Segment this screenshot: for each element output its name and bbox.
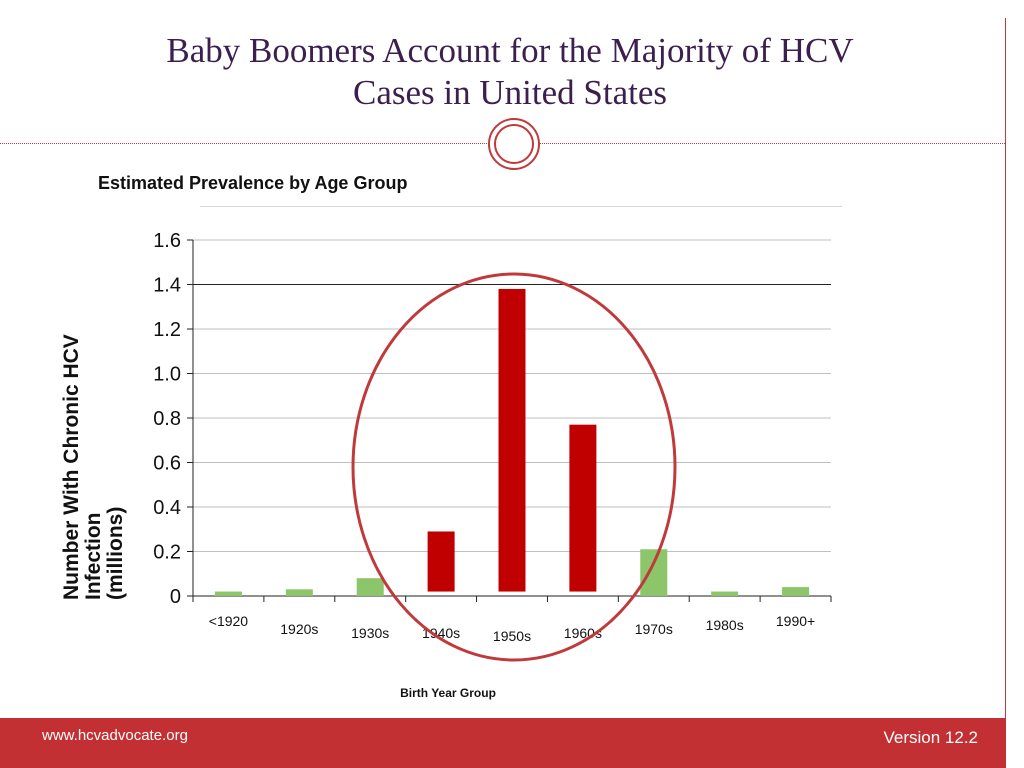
slide-title-line-1: Baby Boomers Account for the Majority of… [166,31,854,70]
y-tick-label: 1.0 [153,364,181,386]
x-tick-label: 1990+ [776,613,815,629]
bar [498,288,526,592]
highlight-circle [351,272,677,662]
footer-version: Version 12.2 [883,728,978,747]
slide-title: Baby Boomers Account for the Majority of… [40,30,980,114]
bar [427,531,455,592]
x-tick-label: 1980s [706,617,744,633]
bar [285,589,313,596]
x-tick-label: 1920s [280,621,318,637]
bar [640,549,668,596]
x-tick-label: 1930s [351,625,389,641]
y-tick-label: 0.2 [153,542,181,564]
chart-title-rule [200,206,842,207]
y-tick-label: 1.4 [153,275,181,297]
slide-frame-right-border [1005,18,1006,718]
y-tick-label: 0.6 [153,453,181,475]
x-axis-label: Birth Year Group [400,686,496,700]
bar [711,591,739,596]
y-tick-label: 0.4 [153,497,181,519]
y-tick-label: 1.6 [153,230,181,252]
y-tick-label: 0 [170,586,181,608]
y-tick-label: 0.8 [153,408,181,430]
x-tick-label: 1970s [635,621,673,637]
chart-title: Estimated Prevalence by Age Group [98,173,408,193]
x-tick-label: 1940s [422,625,460,641]
x-tick-label: <1920 [209,613,249,629]
bar [782,587,810,596]
footer-bar: www.hcvadvocate.org Version 12.2 [0,718,1006,768]
double-circle-emblem-icon [488,118,540,170]
x-tick-label: 1950s [493,628,531,644]
bar [569,424,597,592]
bar [356,578,384,596]
y-tick-label: 1.2 [153,319,181,341]
bar [214,591,242,596]
footer-url-link[interactable]: www.hcvadvocate.org [42,727,188,744]
slide-title-line-2: Cases in United States [353,73,667,112]
